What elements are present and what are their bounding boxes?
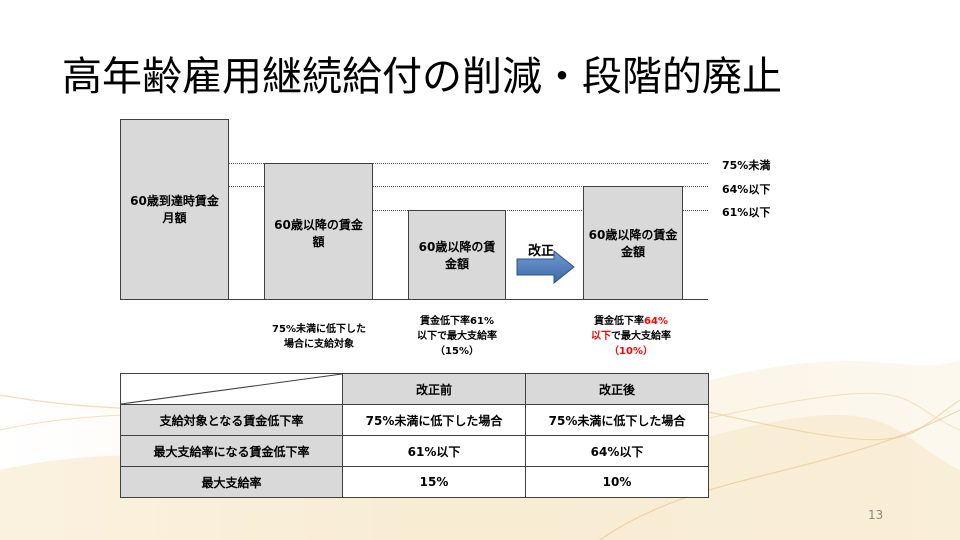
- bar-label-line: 60歳以降の賃: [418, 240, 496, 254]
- table-cell-after: 10%: [525, 466, 709, 498]
- table-header-after: 改正後: [525, 373, 709, 405]
- chart-baseline: [120, 299, 708, 300]
- table-row-label: 最大支給率: [120, 466, 343, 498]
- level-line-64: [229, 186, 708, 187]
- bar-wage-at-60: 60歳到達時賃金 月額: [120, 119, 229, 300]
- caption-text: 賃金低下率: [594, 316, 645, 327]
- caption-line: 場合に支給対象: [284, 339, 354, 350]
- comparison-table: 改正前 改正後 支給対象となる賃金低下率 75%未満に低下した場合 75%未満に…: [120, 373, 709, 498]
- table-cell-before: 75%未満に低下した場合: [342, 404, 526, 436]
- caption-line: 75%未満に低下した: [272, 324, 366, 335]
- bar-wage-after-60-a: 60歳以降の賃金 額: [264, 163, 373, 300]
- table-header-before: 改正前: [342, 373, 526, 405]
- caption-before-eligibility: 75%未満に低下した 場合に支給対象: [254, 322, 384, 352]
- table-row: 最大支給率 15% 10%: [120, 466, 709, 498]
- bar-label-line: 金額: [444, 257, 469, 271]
- table-row-label: 支給対象となる賃金低下率: [120, 404, 343, 436]
- table-header-row: 改正前 改正後: [120, 373, 709, 405]
- table-cell-before: 61%以下: [342, 435, 526, 467]
- level-line-75: [229, 163, 708, 164]
- bar-label-line: 60歳以降の賃金: [274, 218, 363, 232]
- caption-line: 以下で最大支給率: [566, 329, 696, 344]
- level-line-61: [372, 210, 708, 211]
- caption-after-max-rate: 賃金低下率64% 以下で最大支給率 （10%）: [566, 314, 696, 359]
- caption-highlight: （10%）: [609, 346, 653, 357]
- bar-label-line: 60歳以降の賃金: [588, 228, 678, 242]
- caption-text: で最大支給率: [611, 331, 671, 342]
- table-cell-before: 15%: [342, 466, 526, 498]
- level-label-75: 75%未満: [722, 159, 771, 172]
- table-corner-cell: [120, 373, 343, 405]
- table-row: 最大支給率になる賃金低下率 61%以下 64%以下: [120, 435, 709, 467]
- bar-label-line: 金額: [620, 245, 645, 259]
- revision-label: 改正: [528, 244, 555, 259]
- table-row-label: 最大支給率になる賃金低下率: [120, 435, 343, 467]
- table-row: 支給対象となる賃金低下率 75%未満に低下した場合 75%未満に低下した場合: [120, 404, 709, 436]
- bar-label-line: 60歳到達時賃金: [130, 194, 219, 208]
- caption-line: （15%）: [435, 346, 479, 357]
- caption-highlight: 以下: [591, 331, 611, 342]
- caption-line: 賃金低下率64%: [566, 314, 696, 329]
- page-title: 高年齢雇用継続給付の削減・段階的廃止: [62, 54, 782, 100]
- bar-wage-after-60-b: 60歳以降の賃 金額: [408, 210, 506, 300]
- table-cell-after: 64%以下: [525, 435, 709, 467]
- caption-line: 賃金低下率61%: [420, 316, 494, 327]
- page-number: 13: [868, 508, 884, 522]
- bar-label-line: 月額: [162, 211, 187, 225]
- caption-line: 以下で最大支給率: [417, 331, 497, 342]
- level-label-61: 61%以下: [722, 206, 771, 219]
- bar-wage-after-60-c: 60歳以降の賃金 金額: [583, 186, 683, 300]
- diagonal-line: [121, 374, 342, 404]
- bar-label-line: 額: [312, 235, 325, 249]
- table-cell-after: 75%未満に低下した場合: [525, 404, 709, 436]
- right-arrow-icon: [516, 250, 575, 284]
- caption-before-max-rate: 賃金低下率61% 以下で最大支給率 （15%）: [392, 314, 522, 359]
- level-label-64: 64%以下: [722, 183, 771, 196]
- caption-highlight: 64%: [644, 316, 668, 327]
